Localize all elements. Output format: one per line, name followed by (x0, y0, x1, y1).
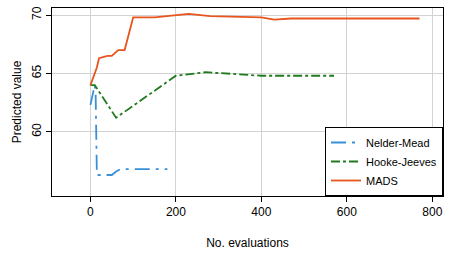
svg-text:400: 400 (251, 205, 271, 219)
svg-text:65: 65 (30, 65, 44, 79)
svg-text:No. evaluations: No. evaluations (206, 236, 289, 250)
svg-text:Predicted value: Predicted value (10, 60, 24, 143)
svg-text:800: 800 (422, 205, 442, 219)
svg-text:200: 200 (166, 205, 186, 219)
svg-text:70: 70 (30, 6, 44, 20)
svg-text:Nelder-Mead: Nelder-Mead (366, 137, 430, 149)
svg-text:Hooke-Jeeves: Hooke-Jeeves (366, 156, 437, 168)
svg-text:0: 0 (87, 205, 94, 219)
svg-text:600: 600 (337, 205, 357, 219)
svg-text:60: 60 (30, 123, 44, 137)
svg-text:MADS: MADS (366, 175, 398, 187)
